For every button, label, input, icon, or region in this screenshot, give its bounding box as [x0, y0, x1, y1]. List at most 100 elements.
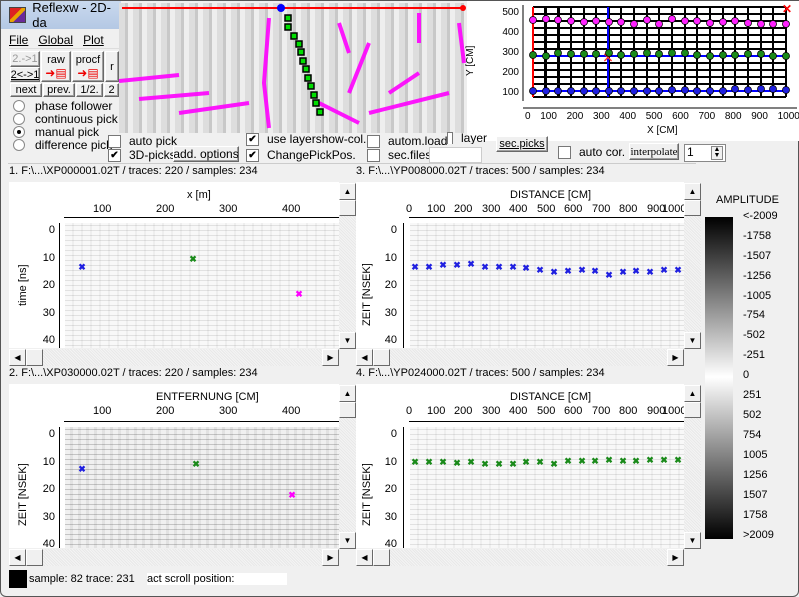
scroll-thumb[interactable] — [339, 200, 356, 216]
layer-checkbox[interactable]: layer — [447, 132, 487, 144]
change-pick-pos-checkbox[interactable]: ✔ ChangePickPos. — [246, 148, 356, 162]
file-arrow-icon: ➜▤ — [45, 65, 67, 80]
overview-grid-chart[interactable]: ✕ ✕ — [467, 1, 799, 141]
swap-2-to-1-button[interactable]: 2.->1 — [10, 51, 40, 67]
procf-button[interactable]: procf ➜▤ — [72, 51, 104, 82]
y-tick: 0 — [48, 224, 55, 236]
panel-3-vscrollbar[interactable] — [684, 183, 701, 349]
checkmark-icon: ✔ — [108, 148, 121, 162]
two-button[interactable]: 2 — [104, 83, 119, 97]
panel-4-hscrollbar[interactable] — [356, 549, 684, 566]
radio-manual-pick[interactable]: manual pick — [13, 125, 123, 139]
r-button[interactable]: r — [105, 51, 119, 82]
y-tick: 20 — [42, 279, 55, 291]
panel-1-radargram[interactable] — [65, 223, 339, 348]
scroll-thumb[interactable] — [684, 402, 701, 418]
scroll-thumb[interactable] — [26, 549, 43, 566]
next-button[interactable]: next — [10, 83, 42, 97]
y-tick: 500 — [502, 7, 519, 18]
radio-label: difference pick — [35, 137, 113, 152]
raw-label: raw — [47, 53, 65, 66]
panel-4-header: 4. F:\...\YP024000.02T / traces: 500 / s… — [356, 367, 605, 379]
scroll-down-icon[interactable]: ▼ — [339, 332, 356, 349]
panel-1-hscrollbar[interactable] — [9, 349, 339, 366]
divider — [8, 163, 696, 164]
x-axis-line — [64, 421, 339, 422]
panel-2-hscrollbar[interactable] — [9, 549, 339, 566]
sec-files-checkbox[interactable]: sec.files — [367, 148, 431, 162]
panel-3-radargram[interactable] — [410, 223, 684, 348]
scroll-right-icon[interactable]: ▶ — [667, 549, 684, 566]
panel-1-x-label: x [m] — [187, 189, 211, 201]
radio-label: continuous pick — [35, 111, 118, 126]
scroll-left-icon[interactable]: ◀ — [9, 349, 26, 366]
scroll-thumb[interactable] — [373, 549, 390, 566]
scroll-up-icon[interactable]: ▲ — [684, 385, 701, 402]
interpolate-button[interactable]: interpolate — [629, 143, 679, 160]
scroll-up-icon[interactable]: ▲ — [339, 183, 356, 200]
scroll-thumb[interactable] — [26, 349, 43, 366]
scroll-left-icon[interactable]: ◀ — [356, 349, 373, 366]
scroll-right-icon[interactable]: ▶ — [322, 549, 339, 566]
x-tick: 100 — [427, 405, 446, 417]
panel-3-hscrollbar[interactable] — [356, 349, 684, 366]
interpolate-spinner[interactable]: 1 ▲ ▼ — [684, 144, 726, 162]
scroll-thumb[interactable] — [339, 402, 356, 418]
scroll-thumb[interactable] — [684, 200, 701, 216]
scroll-left-icon[interactable]: ◀ — [9, 549, 26, 566]
panel-4-vscrollbar[interactable] — [684, 385, 701, 549]
checkbox-box — [367, 134, 380, 148]
legend-label: 1758 — [743, 509, 768, 521]
scroll-left-icon[interactable]: ◀ — [356, 549, 373, 566]
half-button[interactable]: 1/2. — [76, 83, 103, 97]
3d-pick-map-view[interactable] — [119, 3, 467, 133]
scroll-right-icon[interactable]: ▶ — [322, 349, 339, 366]
y-tick: 40 — [384, 538, 397, 550]
panel-2-x-label: ENTFERNUNG [CM] — [156, 391, 259, 403]
panel-4-radargram[interactable] — [410, 427, 684, 548]
checkbox-label: auto pick — [129, 134, 178, 148]
scroll-down-icon[interactable]: ▼ — [339, 532, 356, 549]
scroll-up-icon[interactable]: ▲ — [339, 385, 356, 402]
3d-picks-checkbox[interactable]: ✔ 3D-picks — [108, 148, 176, 162]
scroll-up-icon[interactable]: ▲ — [684, 183, 701, 200]
radio-continuous-pick[interactable]: continuous pick — [13, 111, 123, 126]
auto-pick-checkbox[interactable]: auto pick — [108, 134, 177, 148]
panel-1-vscrollbar[interactable] — [339, 183, 356, 349]
add-options-button[interactable]: add. options — [173, 146, 239, 162]
radio-difference-pick[interactable]: difference pick — [13, 137, 123, 152]
title-bar: Reflexw - 2D-da — [1, 0, 121, 30]
spinner-arrows-icon[interactable]: ▲ ▼ — [711, 146, 723, 160]
autom-load-checkbox[interactable]: autom.load — [367, 134, 447, 148]
prev-button[interactable]: prev. — [43, 83, 75, 97]
menu-plot[interactable]: Plot — [83, 32, 104, 47]
y-tick: 0 — [390, 224, 397, 236]
swap-2-1-button[interactable]: 2<->1 — [10, 67, 40, 82]
menu-global[interactable]: Global — [38, 32, 74, 47]
sec-files-input[interactable] — [429, 147, 482, 163]
checkmark-icon: ✔ — [246, 148, 259, 162]
scroll-down-icon[interactable]: ▼ — [684, 532, 701, 549]
panel-2-vscrollbar[interactable] — [339, 385, 356, 549]
scroll-thumb[interactable] — [373, 349, 390, 366]
auto-cor-checkbox[interactable]: auto cor. — [558, 145, 625, 159]
y-tick: 0 — [390, 428, 397, 440]
menu-file[interactable]: File — [9, 32, 29, 47]
radio-phase-follower[interactable]: phase follower — [13, 99, 123, 113]
x-tick: 400 — [509, 203, 528, 215]
use-layershow-col-checkbox[interactable]: ✔ use layershow-col. — [246, 132, 366, 146]
legend-label: 1005 — [743, 449, 768, 461]
y-tick: 10 — [42, 455, 55, 468]
sec-picks-button[interactable]: sec.picks — [496, 136, 548, 152]
scroll-right-icon[interactable]: ▶ — [667, 349, 684, 366]
panel-2-y-label: ZEIT [NSEK] — [17, 463, 29, 526]
legend-label: -251 — [743, 349, 766, 361]
raw-button[interactable]: raw ➜▤ — [41, 51, 71, 82]
spinner-value: 1 — [687, 145, 694, 159]
scroll-down-icon[interactable]: ▼ — [684, 332, 701, 349]
legend-label: -1256 — [743, 270, 772, 282]
panel-2-radargram[interactable] — [65, 427, 339, 548]
x-tick: 900 — [751, 111, 768, 122]
y-tick: 20 — [384, 483, 397, 495]
status-scroll-position: act scroll position: — [147, 573, 287, 585]
